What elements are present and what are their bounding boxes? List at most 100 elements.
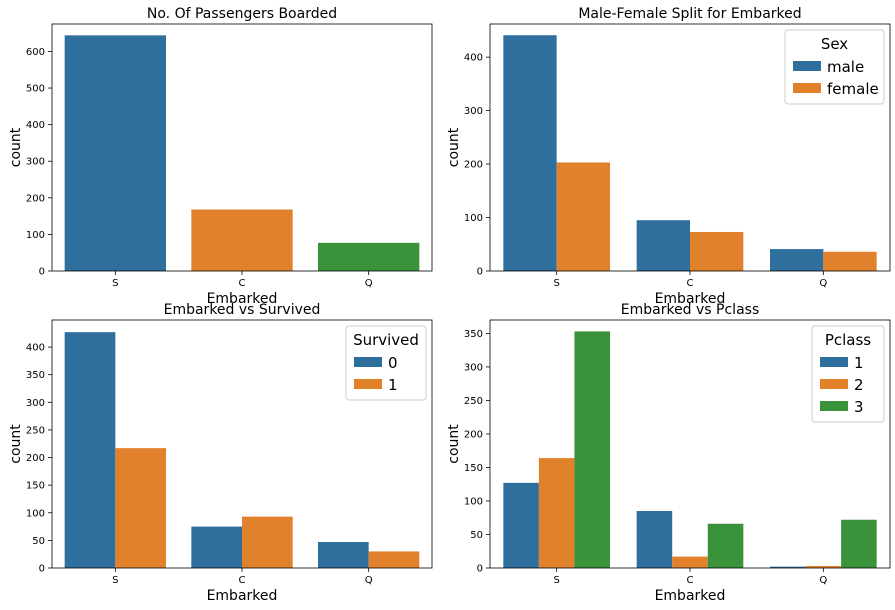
legend-swatch [820, 379, 848, 389]
chart-title: No. Of Passengers Boarded [147, 6, 337, 22]
y-tick-label: 0 [39, 267, 45, 278]
legend-swatch [354, 357, 382, 367]
y-tick-label: 200 [26, 453, 45, 464]
y-tick-label: 0 [477, 267, 483, 278]
y-tick-label: 350 [26, 370, 45, 381]
bar-q-2 [805, 565, 842, 568]
y-tick-label: 50 [470, 530, 483, 541]
legend-label: 2 [854, 376, 864, 394]
legend-label: 1 [854, 354, 864, 372]
legend-swatch [820, 357, 848, 367]
bar-c-1 [242, 516, 293, 568]
bar-s-3 [574, 331, 610, 568]
bar-c-male [636, 220, 690, 271]
x-tick-label: C [687, 278, 694, 289]
x-tick-label: S [112, 278, 118, 289]
y-tick-label: 600 [26, 47, 45, 58]
bar-s-2 [538, 458, 575, 568]
y-tick-label: 100 [464, 213, 483, 224]
x-tick-label: Q [819, 575, 827, 586]
x-axis-label: Embarked [655, 588, 726, 604]
bar-c-0 [191, 526, 242, 568]
bar-c-female [690, 231, 744, 271]
y-tick-label: 200 [464, 429, 483, 440]
legend: Sex male female [784, 29, 885, 105]
legend-title: Pclass [825, 331, 871, 349]
y-axis-label: count [8, 424, 24, 464]
y-tick-label: 350 [464, 329, 483, 340]
legend-label: 0 [388, 354, 398, 372]
y-tick-label: 0 [39, 564, 45, 575]
y-tick-label: 0 [477, 564, 483, 575]
legend-swatch [793, 83, 821, 93]
legend-title: Sex [821, 35, 848, 53]
x-tick-label: C [239, 278, 246, 289]
chart-title: Male-Female Split for Embarked [578, 6, 801, 22]
y-tick-label: 400 [464, 53, 483, 64]
bar-c-2 [672, 556, 708, 568]
chart-panel-1: 0 100 200 300 400 500 600 S C Q No. Of Passengers … [8, 6, 433, 307]
legend: Pclass 1 2 3 [811, 325, 885, 423]
bar-q-1 [368, 551, 420, 568]
x-tick-label: C [687, 575, 694, 586]
y-tick-label: 50 [32, 536, 45, 547]
bar-s-male [503, 35, 557, 272]
chart-panel-2: 0 100 200 300 400 S C Q Male-Female Split for Em… [446, 6, 891, 307]
y-axis-label: count [446, 127, 462, 167]
legend-box [811, 325, 885, 423]
bar-c-3 [707, 523, 744, 568]
y-tick-label: 250 [26, 425, 45, 436]
bar-c [191, 209, 293, 271]
legend-swatch [820, 401, 848, 411]
x-tick-label: Q [365, 278, 373, 289]
y-tick-label: 200 [464, 160, 483, 171]
bar-s-0 [64, 332, 116, 568]
y-tick-label: 400 [26, 120, 45, 131]
legend-title: Survived [353, 331, 419, 349]
legend-swatch [793, 61, 821, 71]
y-tick-label: 150 [464, 463, 483, 474]
bar-q-0 [318, 542, 369, 568]
bar-q [318, 242, 420, 271]
bar-s-1 [115, 448, 166, 568]
y-tick-label: 100 [464, 496, 483, 507]
legend-label: male [827, 58, 864, 76]
x-axis-label: Embarked [655, 291, 726, 307]
legend: Survived 0 1 [345, 325, 427, 401]
y-tick-label: 400 [26, 343, 45, 354]
bar-q-male [770, 249, 824, 271]
y-tick-label: 100 [26, 230, 45, 241]
y-axis-label: count [446, 424, 462, 464]
bar-s [64, 35, 166, 271]
y-tick-label: 300 [464, 362, 483, 373]
x-axis-label: Embarked [207, 291, 278, 307]
bar-s-1 [503, 482, 539, 568]
y-tick-label: 250 [464, 396, 483, 407]
y-tick-label: 500 [26, 84, 45, 95]
legend-label: 1 [388, 376, 398, 394]
y-axis-label: count [8, 127, 24, 167]
x-tick-label: S [553, 575, 559, 586]
bar-q-female [823, 251, 877, 271]
y-tick-label: 300 [26, 398, 45, 409]
bar-c-1 [636, 511, 673, 568]
legend-label: 3 [854, 398, 864, 416]
x-axis-label: Embarked [207, 588, 278, 604]
y-tick-label: 300 [464, 106, 483, 117]
chart-panel-3: 0 50 100 150 200 250 300 350 400 S C Q Embarked vs S… [8, 302, 433, 604]
chart-title: Embarked vs Pclass [621, 302, 760, 318]
y-tick-label: 200 [26, 193, 45, 204]
x-tick-label: S [553, 278, 559, 289]
chart-panel-4: 0 50 100 150 200 250 300 350 S C Q Embarked vs Pcla… [446, 302, 891, 604]
bar-q-1 [770, 566, 806, 568]
x-tick-label: S [112, 575, 118, 586]
chart-title: Embarked vs Survived [164, 302, 321, 318]
bar-q-3 [841, 519, 877, 568]
legend-swatch [354, 379, 382, 389]
y-tick-label: 300 [26, 157, 45, 168]
y-tick-label: 150 [26, 481, 45, 492]
x-tick-label: C [239, 575, 246, 586]
legend-label: female [827, 80, 879, 98]
x-tick-label: Q [365, 575, 373, 586]
